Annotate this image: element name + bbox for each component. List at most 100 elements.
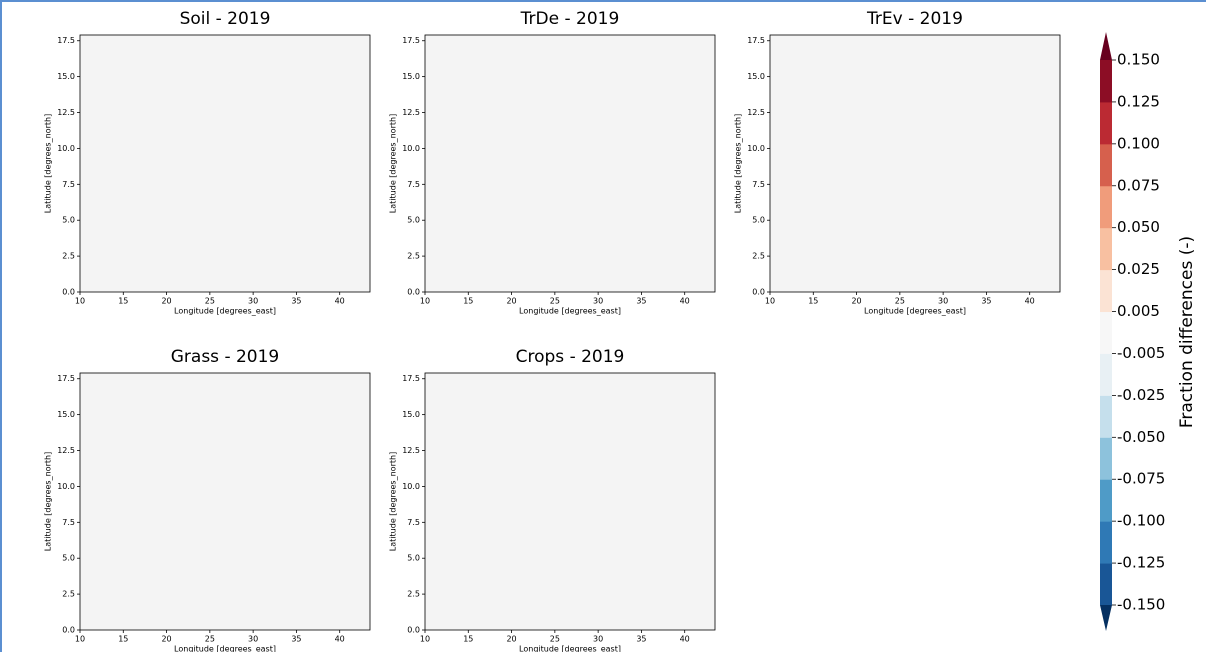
colorbar-tick-label: 0.150 — [1117, 51, 1160, 69]
colorbar-tick-label: 0.050 — [1117, 218, 1160, 236]
plot-area — [425, 373, 715, 630]
colorbar-band — [1100, 563, 1112, 605]
y-tick-label: 0.0 — [62, 626, 75, 635]
x-tick-label: 10 — [75, 297, 85, 306]
x-tick-label: 20 — [506, 635, 516, 644]
plot-area — [80, 373, 370, 630]
y-tick-label: 17.5 — [57, 36, 75, 45]
panel-title: Crops - 2019 — [516, 347, 625, 367]
x-tick-label: 35 — [291, 635, 301, 644]
colorbar-band — [1100, 102, 1112, 144]
plot-area — [80, 35, 370, 292]
y-tick-label: 15.0 — [57, 72, 75, 81]
y-tick-label: 2.5 — [62, 590, 75, 599]
y-tick-label: 12.5 — [57, 446, 75, 455]
y-tick-label: 0.0 — [752, 288, 765, 297]
x-tick-label: 10 — [765, 297, 775, 306]
y-axis-label: Latitude [degrees_north] — [389, 114, 398, 213]
y-tick-label: 10.0 — [57, 482, 75, 491]
x-axis-label: Longitude [degrees_east] — [864, 307, 966, 316]
colorbar-tick-label: -0.005 — [1117, 344, 1165, 362]
y-tick-label: 17.5 — [57, 374, 75, 383]
colorbar-band — [1100, 479, 1112, 521]
x-tick-label: 30 — [248, 297, 258, 306]
colorbar-band — [1100, 395, 1112, 437]
colorbar-band — [1100, 312, 1112, 354]
colorbar-band — [1100, 60, 1112, 102]
colorbar-band — [1100, 270, 1112, 312]
colorbar-band — [1100, 186, 1112, 228]
y-tick-label: 2.5 — [62, 252, 75, 261]
colorbar-tick-label: -0.125 — [1117, 554, 1165, 572]
y-tick-label: 2.5 — [407, 252, 420, 261]
y-tick-label: 5.0 — [62, 554, 75, 563]
x-tick-label: 30 — [593, 297, 603, 306]
x-tick-label: 10 — [420, 635, 430, 644]
x-tick-label: 15 — [808, 297, 818, 306]
y-tick-label: 0.0 — [407, 288, 420, 297]
colorbar-tick-label: -0.100 — [1117, 512, 1165, 530]
x-tick-label: 35 — [981, 297, 991, 306]
y-tick-label: 15.0 — [747, 72, 765, 81]
y-tick-label: 17.5 — [402, 36, 420, 45]
x-tick-label: 25 — [205, 635, 215, 644]
panel-title: TrDe - 2019 — [520, 9, 620, 29]
x-tick-label: 20 — [161, 635, 171, 644]
figure: Soil - 2019 10 15 20 25 30 35 40 0.0 2.5 5.0 7.5 10.… — [0, 0, 1206, 652]
x-tick-label: 30 — [593, 635, 603, 644]
x-tick-label: 40 — [335, 635, 345, 644]
colorbar-tick-label: -0.075 — [1117, 470, 1165, 488]
y-tick-label: 0.0 — [407, 626, 420, 635]
y-tick-label: 15.0 — [402, 72, 420, 81]
x-tick-label: 25 — [205, 297, 215, 306]
y-tick-label: 5.0 — [407, 216, 420, 225]
colorbar-tick-label: -0.025 — [1117, 386, 1165, 404]
x-tick-label: 15 — [463, 297, 473, 306]
y-tick-label: 12.5 — [402, 446, 420, 455]
x-tick-label: 25 — [895, 297, 905, 306]
colorbar-band — [1100, 144, 1112, 186]
y-tick-label: 0.0 — [62, 288, 75, 297]
x-tick-label: 35 — [636, 297, 646, 306]
x-tick-label: 20 — [506, 297, 516, 306]
x-axis-label: Longitude [degrees_east] — [519, 645, 621, 652]
y-tick-label: 17.5 — [747, 36, 765, 45]
colorbar-band — [1100, 437, 1112, 479]
y-axis-label: Latitude [degrees_north] — [389, 452, 398, 551]
y-tick-label: 17.5 — [402, 374, 420, 383]
y-tick-label: 7.5 — [62, 180, 75, 189]
y-tick-label: 10.0 — [402, 482, 420, 491]
x-tick-label: 40 — [1025, 297, 1035, 306]
x-tick-label: 30 — [938, 297, 948, 306]
colorbar-tick-label: 0.125 — [1117, 92, 1160, 110]
y-tick-label: 5.0 — [62, 216, 75, 225]
x-tick-label: 10 — [75, 635, 85, 644]
x-tick-label: 10 — [420, 297, 430, 306]
x-tick-label: 30 — [248, 635, 258, 644]
y-axis-label: Latitude [degrees_north] — [44, 452, 53, 551]
colorbar-tick-label: 0.025 — [1117, 260, 1160, 278]
panel-title: Soil - 2019 — [180, 9, 271, 29]
colorbar-tick-label: -0.050 — [1117, 428, 1165, 446]
colorbar-band — [1100, 521, 1112, 563]
y-tick-label: 7.5 — [752, 180, 765, 189]
y-tick-label: 10.0 — [747, 144, 765, 153]
x-tick-label: 15 — [118, 635, 128, 644]
y-tick-label: 2.5 — [752, 252, 765, 261]
colorbar-tick-label: 0.100 — [1117, 134, 1160, 152]
x-tick-label: 40 — [680, 297, 690, 306]
x-tick-label: 35 — [636, 635, 646, 644]
x-tick-label: 40 — [680, 635, 690, 644]
y-tick-label: 10.0 — [57, 144, 75, 153]
colorbar-tick-label: 0.005 — [1117, 302, 1160, 320]
x-tick-label: 15 — [463, 635, 473, 644]
x-tick-label: 20 — [161, 297, 171, 306]
y-tick-label: 12.5 — [747, 108, 765, 117]
x-tick-label: 35 — [291, 297, 301, 306]
y-tick-label: 15.0 — [402, 410, 420, 419]
x-tick-label: 20 — [851, 297, 861, 306]
y-tick-label: 5.0 — [407, 554, 420, 563]
x-axis-label: Longitude [degrees_east] — [174, 307, 276, 316]
x-axis-label: Longitude [degrees_east] — [174, 645, 276, 652]
y-axis-label: Latitude [degrees_north] — [734, 114, 743, 213]
